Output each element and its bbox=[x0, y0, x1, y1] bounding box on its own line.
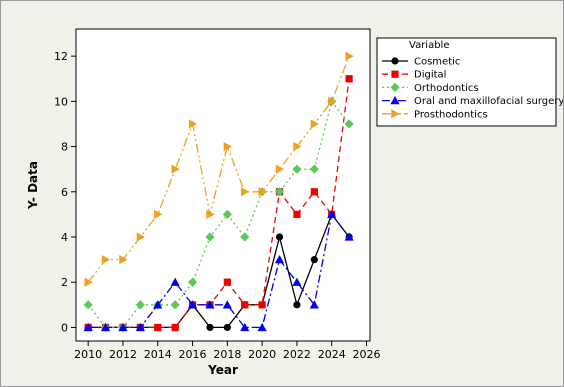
data-point bbox=[258, 187, 267, 197]
legend-label: Orthodontics bbox=[414, 83, 479, 94]
y-tick-label: 0 bbox=[61, 321, 68, 334]
data-point bbox=[293, 210, 301, 218]
data-point bbox=[292, 277, 302, 286]
data-point bbox=[240, 322, 250, 332]
legend-label: Cosmetic bbox=[414, 57, 460, 68]
data-point bbox=[222, 209, 232, 219]
data-point bbox=[171, 323, 179, 332]
data-point bbox=[222, 300, 232, 309]
data-point bbox=[275, 164, 285, 174]
data-point bbox=[188, 119, 198, 129]
series-layer bbox=[83, 51, 354, 333]
series-oral-and-maxillofacial-surgery bbox=[83, 209, 354, 332]
data-point bbox=[309, 300, 319, 309]
x-tick-label: 2020 bbox=[248, 348, 276, 361]
data-point bbox=[310, 188, 318, 196]
legend-box bbox=[376, 37, 557, 127]
data-point bbox=[292, 164, 302, 174]
y-tick-label: 10 bbox=[54, 95, 68, 108]
data-point bbox=[118, 322, 128, 332]
data-point bbox=[240, 232, 250, 242]
data-point bbox=[119, 255, 128, 265]
data-point bbox=[206, 209, 215, 219]
data-point bbox=[327, 209, 337, 219]
x-tick-label: 2026 bbox=[353, 348, 381, 361]
legend-marker bbox=[391, 57, 399, 65]
legend-label: Digital bbox=[414, 70, 446, 81]
y-tick-label: 8 bbox=[61, 141, 68, 154]
data-point bbox=[187, 300, 198, 309]
legend-marker bbox=[391, 109, 400, 119]
legend-marker bbox=[391, 70, 399, 78]
data-point bbox=[101, 255, 111, 265]
x-tick-label: 2012 bbox=[109, 348, 137, 361]
x-tick-label: 2010 bbox=[74, 348, 102, 361]
data-point bbox=[345, 51, 354, 61]
x-tick-label: 2022 bbox=[283, 348, 311, 361]
legend-label: Oral and maxillofacial surgery bbox=[414, 96, 563, 107]
x-tick-label: 2018 bbox=[213, 348, 241, 361]
data-point bbox=[328, 96, 337, 106]
data-point bbox=[187, 277, 198, 287]
data-point bbox=[170, 300, 180, 310]
data-point bbox=[135, 300, 145, 310]
data-point bbox=[135, 322, 145, 332]
x-tick-label: 2014 bbox=[144, 348, 172, 361]
x-tick-label: 2016 bbox=[179, 348, 207, 361]
data-point bbox=[205, 232, 215, 242]
series-line bbox=[88, 212, 350, 329]
legend-marker bbox=[390, 82, 400, 92]
data-point bbox=[153, 300, 163, 309]
data-point bbox=[170, 277, 180, 286]
data-point bbox=[309, 164, 319, 174]
data-point bbox=[257, 322, 267, 332]
data-point bbox=[223, 278, 231, 286]
data-point bbox=[84, 277, 93, 287]
series-line bbox=[87, 55, 350, 283]
data-point bbox=[344, 119, 354, 129]
x-axis-title: Year bbox=[207, 363, 238, 377]
data-point bbox=[223, 323, 231, 332]
series-line bbox=[87, 99, 350, 329]
y-tick-label: 12 bbox=[54, 50, 68, 63]
y-tick-label: 4 bbox=[61, 231, 68, 244]
y-axis-title: Y- Data bbox=[26, 161, 40, 210]
data-point bbox=[241, 301, 249, 309]
data-point bbox=[206, 323, 214, 332]
legend-label: Prosthodontics bbox=[414, 109, 488, 120]
data-point bbox=[205, 300, 215, 309]
y-tick-label: 2 bbox=[61, 276, 68, 289]
data-point bbox=[154, 323, 162, 332]
axes: 2010 2012 2014 2016 2018 2020 2022 2024 2026 0 2 4 6… bbox=[54, 50, 381, 361]
y-tick-label: 6 bbox=[61, 186, 68, 199]
legend-marker bbox=[390, 96, 400, 105]
data-point bbox=[293, 301, 301, 309]
data-point bbox=[310, 256, 318, 264]
series-orthodontics bbox=[83, 96, 354, 333]
data-point bbox=[274, 255, 285, 264]
data-point bbox=[310, 119, 319, 129]
data-point bbox=[345, 75, 353, 83]
data-point bbox=[171, 164, 180, 174]
data-point bbox=[136, 232, 145, 242]
data-point bbox=[83, 322, 93, 332]
plot-area bbox=[75, 28, 371, 342]
legend: Cosmetic Digital Orthodontics Oral and maxi… bbox=[382, 57, 563, 120]
data-point bbox=[223, 141, 232, 152]
data-point bbox=[154, 209, 163, 219]
data-point bbox=[274, 187, 285, 197]
data-point bbox=[275, 233, 284, 241]
data-point bbox=[344, 232, 354, 241]
data-point bbox=[241, 187, 250, 197]
series-prosthodontics bbox=[84, 51, 354, 287]
data-point bbox=[83, 300, 93, 310]
x-tick-label: 2024 bbox=[318, 348, 346, 361]
data-point bbox=[100, 322, 111, 332]
legend-title: Variable bbox=[409, 40, 450, 51]
data-point bbox=[293, 141, 302, 152]
data-point bbox=[258, 301, 266, 309]
